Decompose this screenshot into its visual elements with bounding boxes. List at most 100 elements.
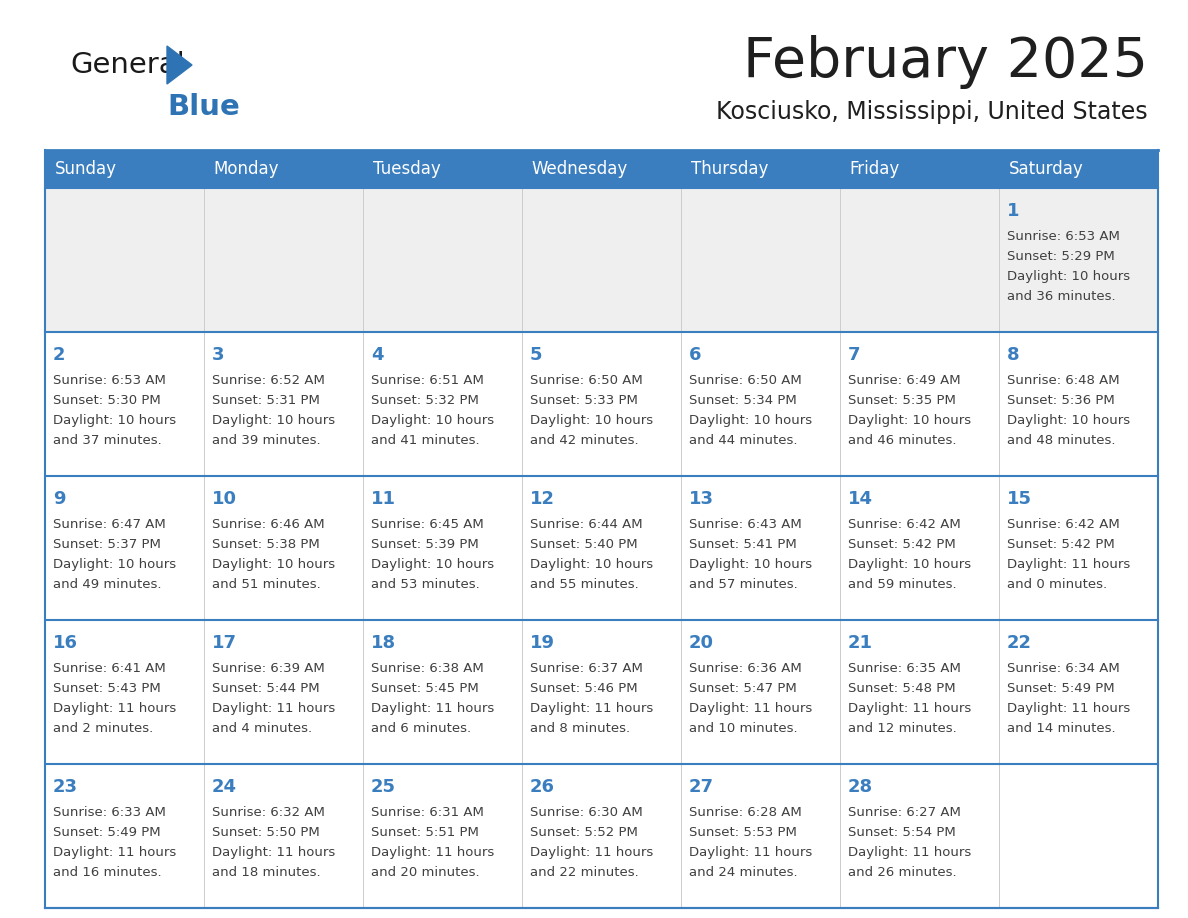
- Text: 2: 2: [53, 346, 65, 364]
- Text: Sunset: 5:34 PM: Sunset: 5:34 PM: [689, 394, 797, 407]
- Text: Sunset: 5:46 PM: Sunset: 5:46 PM: [530, 682, 638, 695]
- Text: Sunset: 5:52 PM: Sunset: 5:52 PM: [530, 826, 638, 839]
- Text: Daylight: 11 hours: Daylight: 11 hours: [371, 702, 494, 715]
- Text: Sunset: 5:36 PM: Sunset: 5:36 PM: [1007, 394, 1114, 407]
- Text: Daylight: 10 hours: Daylight: 10 hours: [371, 558, 494, 571]
- Text: and 24 minutes.: and 24 minutes.: [689, 866, 797, 879]
- Text: 14: 14: [848, 490, 873, 508]
- Text: Daylight: 11 hours: Daylight: 11 hours: [530, 846, 653, 859]
- Text: and 59 minutes.: and 59 minutes.: [848, 578, 956, 591]
- Text: and 4 minutes.: and 4 minutes.: [211, 722, 312, 735]
- Text: Daylight: 10 hours: Daylight: 10 hours: [530, 558, 653, 571]
- Text: Sunset: 5:31 PM: Sunset: 5:31 PM: [211, 394, 320, 407]
- Text: Sunrise: 6:50 AM: Sunrise: 6:50 AM: [689, 374, 802, 387]
- Text: Daylight: 10 hours: Daylight: 10 hours: [848, 558, 971, 571]
- Text: and 12 minutes.: and 12 minutes.: [848, 722, 956, 735]
- Text: Sunrise: 6:48 AM: Sunrise: 6:48 AM: [1007, 374, 1119, 387]
- Text: 21: 21: [848, 634, 873, 652]
- Text: Kosciusko, Mississippi, United States: Kosciusko, Mississippi, United States: [716, 100, 1148, 124]
- Text: Sunrise: 6:34 AM: Sunrise: 6:34 AM: [1007, 662, 1120, 675]
- Bar: [364, 150, 522, 188]
- Text: Daylight: 10 hours: Daylight: 10 hours: [689, 558, 813, 571]
- Text: Sunset: 5:45 PM: Sunset: 5:45 PM: [371, 682, 479, 695]
- Text: Sunset: 5:51 PM: Sunset: 5:51 PM: [371, 826, 479, 839]
- Text: 23: 23: [53, 778, 78, 796]
- Text: Saturday: Saturday: [1009, 160, 1083, 178]
- Text: Sunrise: 6:37 AM: Sunrise: 6:37 AM: [530, 662, 643, 675]
- Text: 24: 24: [211, 778, 236, 796]
- Text: Sunrise: 6:42 AM: Sunrise: 6:42 AM: [1007, 518, 1120, 531]
- Text: Sunrise: 6:49 AM: Sunrise: 6:49 AM: [848, 374, 961, 387]
- Text: Sunset: 5:49 PM: Sunset: 5:49 PM: [1007, 682, 1114, 695]
- Text: and 53 minutes.: and 53 minutes.: [371, 578, 480, 591]
- Text: 28: 28: [848, 778, 873, 796]
- Text: 12: 12: [530, 490, 555, 508]
- Text: and 0 minutes.: and 0 minutes.: [1007, 578, 1107, 591]
- Text: and 22 minutes.: and 22 minutes.: [530, 866, 639, 879]
- Text: Sunrise: 6:41 AM: Sunrise: 6:41 AM: [53, 662, 165, 675]
- Bar: [45, 620, 1158, 764]
- Text: and 14 minutes.: and 14 minutes.: [1007, 722, 1116, 735]
- Text: 18: 18: [371, 634, 396, 652]
- Text: Daylight: 10 hours: Daylight: 10 hours: [530, 414, 653, 427]
- Text: 15: 15: [1007, 490, 1032, 508]
- Text: 17: 17: [211, 634, 236, 652]
- Text: Sunrise: 6:30 AM: Sunrise: 6:30 AM: [530, 806, 643, 819]
- Text: Daylight: 11 hours: Daylight: 11 hours: [848, 846, 972, 859]
- Text: and 8 minutes.: and 8 minutes.: [530, 722, 630, 735]
- Text: 25: 25: [371, 778, 396, 796]
- Text: Sunset: 5:43 PM: Sunset: 5:43 PM: [53, 682, 160, 695]
- Text: 10: 10: [211, 490, 236, 508]
- Text: Sunset: 5:37 PM: Sunset: 5:37 PM: [53, 538, 160, 551]
- Text: Sunset: 5:35 PM: Sunset: 5:35 PM: [848, 394, 956, 407]
- Text: and 26 minutes.: and 26 minutes.: [848, 866, 956, 879]
- Text: 11: 11: [371, 490, 396, 508]
- Text: Sunrise: 6:45 AM: Sunrise: 6:45 AM: [371, 518, 484, 531]
- Text: Sunset: 5:47 PM: Sunset: 5:47 PM: [689, 682, 797, 695]
- Text: and 37 minutes.: and 37 minutes.: [53, 434, 162, 447]
- Text: 26: 26: [530, 778, 555, 796]
- Text: Sunrise: 6:28 AM: Sunrise: 6:28 AM: [689, 806, 802, 819]
- Text: 19: 19: [530, 634, 555, 652]
- Text: Sunrise: 6:42 AM: Sunrise: 6:42 AM: [848, 518, 961, 531]
- Text: Sunrise: 6:35 AM: Sunrise: 6:35 AM: [848, 662, 961, 675]
- Text: Sunset: 5:44 PM: Sunset: 5:44 PM: [211, 682, 320, 695]
- Text: Sunrise: 6:32 AM: Sunrise: 6:32 AM: [211, 806, 324, 819]
- Text: Sunset: 5:39 PM: Sunset: 5:39 PM: [371, 538, 479, 551]
- Text: Sunrise: 6:39 AM: Sunrise: 6:39 AM: [211, 662, 324, 675]
- Text: and 46 minutes.: and 46 minutes.: [848, 434, 956, 447]
- Text: Sunrise: 6:31 AM: Sunrise: 6:31 AM: [371, 806, 484, 819]
- Text: Sunset: 5:29 PM: Sunset: 5:29 PM: [1007, 250, 1114, 263]
- Text: Daylight: 10 hours: Daylight: 10 hours: [848, 414, 971, 427]
- Text: Sunrise: 6:36 AM: Sunrise: 6:36 AM: [689, 662, 802, 675]
- Text: and 55 minutes.: and 55 minutes.: [530, 578, 639, 591]
- Text: 1: 1: [1007, 202, 1019, 220]
- Text: 6: 6: [689, 346, 701, 364]
- Text: Daylight: 10 hours: Daylight: 10 hours: [211, 414, 335, 427]
- Text: Daylight: 11 hours: Daylight: 11 hours: [371, 846, 494, 859]
- Text: Sunset: 5:42 PM: Sunset: 5:42 PM: [1007, 538, 1114, 551]
- Text: Sunday: Sunday: [55, 160, 116, 178]
- Text: and 39 minutes.: and 39 minutes.: [211, 434, 321, 447]
- Bar: [681, 150, 840, 188]
- Text: Daylight: 11 hours: Daylight: 11 hours: [211, 846, 335, 859]
- Text: Sunrise: 6:33 AM: Sunrise: 6:33 AM: [53, 806, 166, 819]
- Text: Sunset: 5:33 PM: Sunset: 5:33 PM: [530, 394, 638, 407]
- Bar: [204, 150, 364, 188]
- Bar: [45, 332, 1158, 476]
- Text: Sunrise: 6:50 AM: Sunrise: 6:50 AM: [530, 374, 643, 387]
- Text: Daylight: 11 hours: Daylight: 11 hours: [689, 702, 813, 715]
- Text: 7: 7: [848, 346, 860, 364]
- Text: Daylight: 11 hours: Daylight: 11 hours: [211, 702, 335, 715]
- Text: Sunrise: 6:52 AM: Sunrise: 6:52 AM: [211, 374, 324, 387]
- Text: Sunset: 5:32 PM: Sunset: 5:32 PM: [371, 394, 479, 407]
- Text: Sunset: 5:30 PM: Sunset: 5:30 PM: [53, 394, 160, 407]
- Text: 8: 8: [1007, 346, 1019, 364]
- Text: Daylight: 11 hours: Daylight: 11 hours: [53, 702, 176, 715]
- Text: Daylight: 11 hours: Daylight: 11 hours: [530, 702, 653, 715]
- Text: 22: 22: [1007, 634, 1032, 652]
- Text: Daylight: 10 hours: Daylight: 10 hours: [1007, 270, 1130, 283]
- Text: 9: 9: [53, 490, 65, 508]
- Text: Sunset: 5:50 PM: Sunset: 5:50 PM: [211, 826, 320, 839]
- Text: Blue: Blue: [168, 93, 240, 121]
